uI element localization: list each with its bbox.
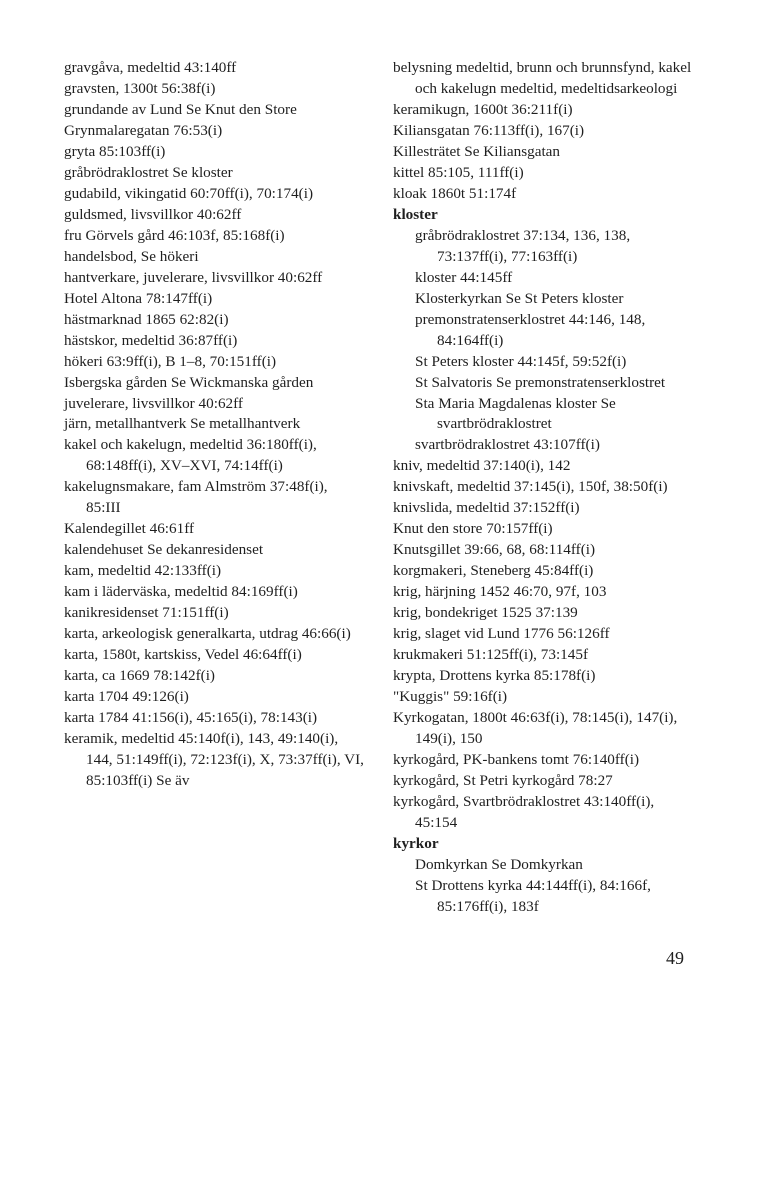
- index-entry: karta, ca 1669 78:142f(i): [64, 666, 365, 687]
- page-number: 49: [64, 948, 694, 969]
- index-entry: gråbrödraklostret Se kloster: [64, 163, 365, 184]
- index-entry: juvelerare, livsvillkor 40:62ff: [64, 394, 365, 415]
- index-entry: "Kuggis" 59:16f(i): [393, 687, 694, 708]
- index-entry: gryta 85:103ff(i): [64, 142, 365, 163]
- index-entry: kloak 1860t 51:174f: [393, 184, 694, 205]
- index-entry: grundande av Lund Se Knut den Store: [64, 100, 365, 121]
- index-entry: Isbergska gården Se Wickmanska gården: [64, 373, 365, 394]
- index-entry: kam i läderväska, medeltid 84:169ff(i): [64, 582, 365, 603]
- page: gravgåva, medeltid 43:140ffgravsten, 130…: [0, 0, 758, 1009]
- index-entry: Knutsgillet 39:66, 68, 68:114ff(i): [393, 540, 694, 561]
- index-entry: kloster: [393, 205, 694, 226]
- index-entry: gudabild, vikingatid 60:70ff(i), 70:174(…: [64, 184, 365, 205]
- index-subentry: svartbrödraklostret 43:107ff(i): [393, 435, 694, 456]
- index-subentry: St Salvatoris Se premonstratenserklostre…: [393, 373, 694, 394]
- index-entry: hantverkare, juvelerare, livsvillkor 40:…: [64, 268, 365, 289]
- index-entry: karta 1784 41:156(i), 45:165(i), 78:143(…: [64, 708, 365, 729]
- left-column: gravgåva, medeltid 43:140ffgravsten, 130…: [64, 58, 365, 918]
- index-entry: krukmakeri 51:125ff(i), 73:145f: [393, 645, 694, 666]
- index-entry: fru Görvels gård 46:103f, 85:168f(i): [64, 226, 365, 247]
- index-subentry: St Peters kloster 44:145f, 59:52f(i): [393, 352, 694, 373]
- index-entry: gravsten, 1300t 56:38f(i): [64, 79, 365, 100]
- two-column-layout: gravgåva, medeltid 43:140ffgravsten, 130…: [64, 58, 694, 918]
- index-entry: krig, härjning 1452 46:70, 97f, 103: [393, 582, 694, 603]
- index-entry: guldsmed, livsvillkor 40:62ff: [64, 205, 365, 226]
- index-entry: krypta, Drottens kyrka 85:178f(i): [393, 666, 694, 687]
- index-subentry: Klosterkyrkan Se St Peters kloster: [393, 289, 694, 310]
- index-entry: Kiliansgatan 76:113ff(i), 167(i): [393, 121, 694, 142]
- index-entry: kanikresidenset 71:151ff(i): [64, 603, 365, 624]
- index-entry: belysning medeltid, brunn och brunnsfynd…: [393, 58, 694, 100]
- index-entry: knivslida, medeltid 37:152ff(i): [393, 498, 694, 519]
- index-subentry: St Drottens kyrka 44:144ff(i), 84:166f, …: [393, 876, 694, 918]
- index-entry: karta 1704 49:126(i): [64, 687, 365, 708]
- index-entry: keramikugn, 1600t 36:211f(i): [393, 100, 694, 121]
- index-entry: järn, metallhantverk Se metallhantverk: [64, 414, 365, 435]
- index-entry: kniv, medeltid 37:140(i), 142: [393, 456, 694, 477]
- index-subentry: Sta Maria Magdalenas kloster Se svartbrö…: [393, 394, 694, 436]
- index-subentry: Domkyrkan Se Domkyrkan: [393, 855, 694, 876]
- index-entry: handelsbod, Se hökeri: [64, 247, 365, 268]
- index-entry: karta, 1580t, kartskiss, Vedel 46:64ff(i…: [64, 645, 365, 666]
- index-subentry: kloster 44:145ff: [393, 268, 694, 289]
- index-entry: hökeri 63:9ff(i), B 1–8, 70:151ff(i): [64, 352, 365, 373]
- index-entry: kyrkogård, PK-bankens tomt 76:140ff(i): [393, 750, 694, 771]
- index-entry: kyrkogård, St Petri kyrkogård 78:27: [393, 771, 694, 792]
- index-entry: kakel och kakelugn, medeltid 36:180ff(i)…: [64, 435, 365, 477]
- index-entry: gravgåva, medeltid 43:140ff: [64, 58, 365, 79]
- index-entry: kyrkogård, Svartbrödraklostret 43:140ff(…: [393, 792, 694, 834]
- index-entry: krig, bondekriget 1525 37:139: [393, 603, 694, 624]
- index-entry: Kyrkogatan, 1800t 46:63f(i), 78:145(i), …: [393, 708, 694, 750]
- index-entry: kittel 85:105, 111ff(i): [393, 163, 694, 184]
- index-entry: kyrkor: [393, 834, 694, 855]
- index-entry: korgmakeri, Steneberg 45:84ff(i): [393, 561, 694, 582]
- index-subentry: premonstratenserklostret 44:146, 148, 84…: [393, 310, 694, 352]
- index-entry: kam, medeltid 42:133ff(i): [64, 561, 365, 582]
- index-entry: kalendehuset Se dekanresidenset: [64, 540, 365, 561]
- index-entry: karta, arkeologisk generalkarta, utdrag …: [64, 624, 365, 645]
- index-entry: keramik, medeltid 45:140f(i), 143, 49:14…: [64, 729, 365, 792]
- index-entry: Hotel Altona 78:147ff(i): [64, 289, 365, 310]
- index-entry: Killesträtet Se Kiliansgatan: [393, 142, 694, 163]
- index-entry: Knut den store 70:157ff(i): [393, 519, 694, 540]
- index-subentry: gråbrödraklostret 37:134, 136, 138, 73:1…: [393, 226, 694, 268]
- index-entry: knivskaft, medeltid 37:145(i), 150f, 38:…: [393, 477, 694, 498]
- index-entry: kakelugnsmakare, fam Almström 37:48f(i),…: [64, 477, 365, 519]
- index-entry: Kalendegillet 46:61ff: [64, 519, 365, 540]
- index-entry: hästmarknad 1865 62:82(i): [64, 310, 365, 331]
- index-entry: hästskor, medeltid 36:87ff(i): [64, 331, 365, 352]
- right-column: belysning medeltid, brunn och brunnsfynd…: [393, 58, 694, 918]
- index-entry: Grynmalaregatan 76:53(i): [64, 121, 365, 142]
- index-entry: krig, slaget vid Lund 1776 56:126ff: [393, 624, 694, 645]
